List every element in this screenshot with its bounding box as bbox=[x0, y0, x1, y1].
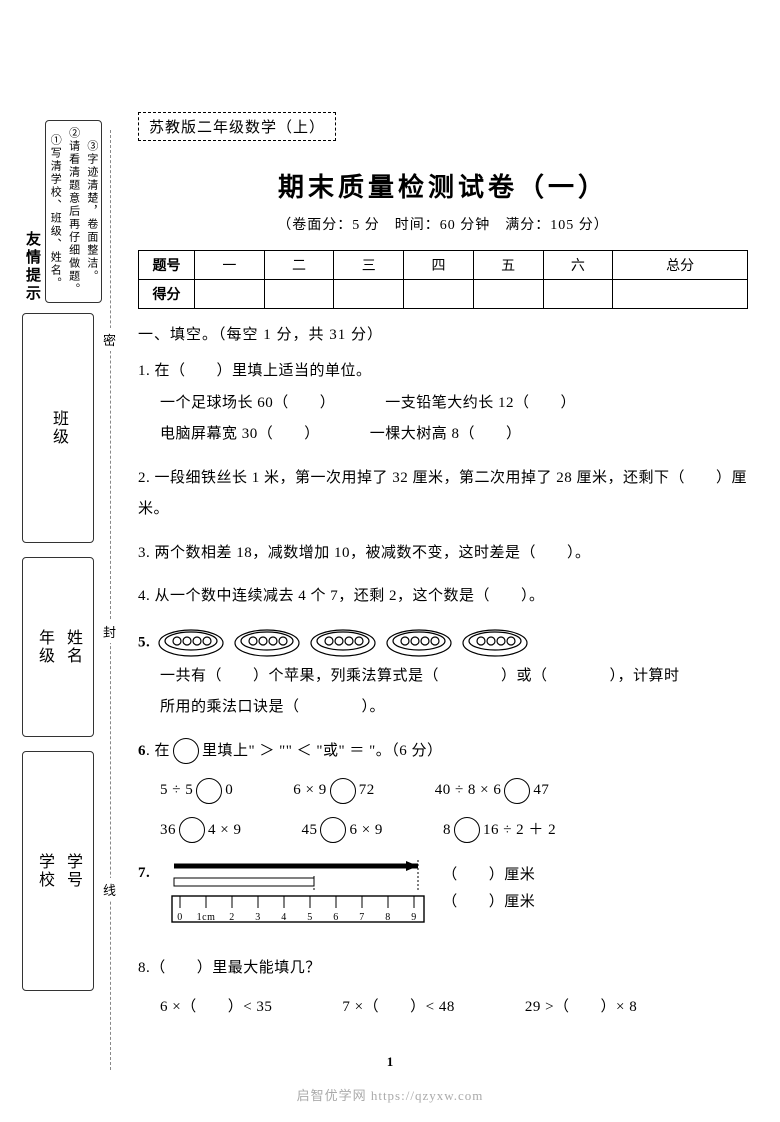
q1-item-3: 电脑屏幕宽 30（ ） bbox=[160, 419, 320, 451]
field-class: 班级 bbox=[46, 410, 70, 446]
svg-text:0: 0 bbox=[178, 912, 184, 923]
svg-text:3: 3 bbox=[256, 912, 262, 923]
svg-text:5: 5 bbox=[308, 912, 314, 923]
section-1-head: 一、填空。（每空 1 分，共 31 分） bbox=[138, 323, 748, 344]
table-row: 得分 bbox=[139, 280, 748, 309]
col-5: 五 bbox=[473, 251, 543, 280]
field-name: 姓名 bbox=[60, 564, 84, 730]
q7-label-2: （ ）厘米 bbox=[442, 889, 535, 916]
field-box-grade-name: 年级 姓名 bbox=[22, 557, 94, 737]
fold-dash-line bbox=[110, 130, 111, 1070]
svg-text:4: 4 bbox=[282, 912, 288, 923]
hint-3: ③字迹清楚，卷面整洁。 bbox=[85, 127, 99, 296]
q1: 1. 在（ ）里填上适当的单位。 一个足球场长 60（ ） 一支铅笔大约长 12… bbox=[138, 356, 748, 451]
exam-title: 期末质量检测试卷（一） bbox=[138, 167, 748, 204]
fold-label-3: 线 bbox=[103, 878, 116, 901]
field-box-school: 学校 学号 bbox=[22, 751, 94, 991]
hint-label: 友情提示 bbox=[22, 231, 43, 303]
q4: 4. 从一个数中连续减去 4 个 7，还剩 2，这个数是（ ）。 bbox=[138, 581, 748, 613]
apple-plates-icon bbox=[155, 634, 535, 650]
col-2: 二 bbox=[264, 251, 334, 280]
svg-text:6: 6 bbox=[334, 912, 340, 923]
q5-line2: 所用的乘法口诀是（ ）。 bbox=[138, 692, 748, 724]
field-no: 学号 bbox=[60, 758, 84, 984]
col-7: 总分 bbox=[613, 251, 748, 280]
col-3: 三 bbox=[334, 251, 404, 280]
row-label-2: 得分 bbox=[139, 280, 195, 309]
svg-text:1cm: 1cm bbox=[197, 912, 216, 923]
page-number: 1 bbox=[387, 1054, 394, 1070]
q6: 6. 在里填上" ＞ "" ＜ "或" ＝ "。（6 分） 5 ÷ 50 6 ×… bbox=[138, 736, 748, 847]
q8-stem: 8.（ ）里最大能填几？ bbox=[138, 953, 748, 985]
q3: 3. 两个数相差 18，减数增加 10，被减数不变，这时差是（ ）。 bbox=[138, 538, 748, 570]
score-table: 题号 一 二 三 四 五 六 总分 得分 bbox=[138, 250, 748, 309]
field-school: 学校 bbox=[32, 758, 56, 984]
col-1: 一 bbox=[195, 251, 265, 280]
field-box-class: 班级 bbox=[22, 313, 94, 543]
row-label-1: 题号 bbox=[139, 251, 195, 280]
table-row: 题号 一 二 三 四 五 六 总分 bbox=[139, 251, 748, 280]
edition-badge: 苏教版二年级数学（上） bbox=[138, 112, 336, 141]
q6-row-2: 364 × 9 456 × 9 816 ÷ 2 ＋ 2 bbox=[138, 815, 748, 847]
q8-item-1: 6 ×（ ）< 35 bbox=[160, 992, 272, 1024]
fold-label-1: 密 bbox=[103, 328, 116, 351]
svg-text:7: 7 bbox=[360, 912, 366, 923]
q5: 5. 一共有（ ）个苹果，列乘法算式是（ ）或（ ）， bbox=[138, 625, 748, 724]
main-content: 苏教版二年级数学（上） 期末质量检测试卷（一） （卷面分：5 分 时间：60 分… bbox=[138, 112, 748, 1024]
q1-item-2: 一支铅笔大约长 12（ ） bbox=[385, 388, 576, 420]
svg-text:8: 8 bbox=[386, 912, 392, 923]
watermark: 启智优学网 https://qzyxw.com bbox=[297, 1085, 484, 1104]
q1-item-4: 一棵大树高 8（ ） bbox=[370, 419, 522, 451]
svg-text:2: 2 bbox=[230, 912, 236, 923]
hint-2: ②请看清题意后再仔细做题。 bbox=[66, 127, 80, 296]
q6-row-1: 5 ÷ 50 6 × 972 40 ÷ 8 × 647 bbox=[138, 775, 748, 807]
q8-item-3: 29 >（ ）× 8 bbox=[525, 992, 637, 1024]
q2: 2. 一段细铁丝长 1 米，第一次用掉了 32 厘米，第二次用掉了 28 厘米，… bbox=[138, 463, 748, 526]
q8: 8.（ ）里最大能填几？ 6 ×（ ）< 35 7 ×（ ）< 48 29 >（… bbox=[138, 953, 748, 1024]
q7-num: 7. bbox=[138, 858, 150, 890]
q6-stem: 6. 在里填上" ＞ "" ＜ "或" ＝ "。（6 分） bbox=[138, 736, 748, 768]
ruler-icon: 0 1cm 2 3 4 5 6 7 8 9 bbox=[168, 858, 428, 941]
q7-labels: （ ）厘米 （ ）厘米 bbox=[442, 858, 535, 916]
field-grade: 年级 bbox=[32, 564, 56, 730]
q1-item-1: 一个足球场长 60（ ） bbox=[160, 388, 335, 420]
q8-item-2: 7 ×（ ）< 48 bbox=[342, 992, 454, 1024]
exam-subtitle: （卷面分：5 分 时间：60 分钟 满分：105 分） bbox=[138, 214, 748, 234]
q7-label-1: （ ）厘米 bbox=[442, 862, 535, 889]
col-6: 六 bbox=[543, 251, 613, 280]
hint-1: ①写清学校、班级、姓名。 bbox=[48, 127, 62, 296]
svg-text:9: 9 bbox=[412, 912, 418, 923]
q5-num: 5. bbox=[138, 634, 150, 650]
col-4: 四 bbox=[404, 251, 474, 280]
left-rail: 友情提示 ①写清学校、班级、姓名。 ②请看清题意后再仔细做题。 ③字迹清楚，卷面… bbox=[22, 120, 94, 1020]
q5-line1: 一共有（ ）个苹果，列乘法算式是（ ）或（ ），计算时 bbox=[138, 661, 748, 693]
q7: 7. 0 1cm 2 3 4 bbox=[138, 858, 748, 941]
fold-label-2: 封 bbox=[103, 620, 116, 643]
q1-stem: 1. 在（ ）里填上适当的单位。 bbox=[138, 356, 748, 388]
